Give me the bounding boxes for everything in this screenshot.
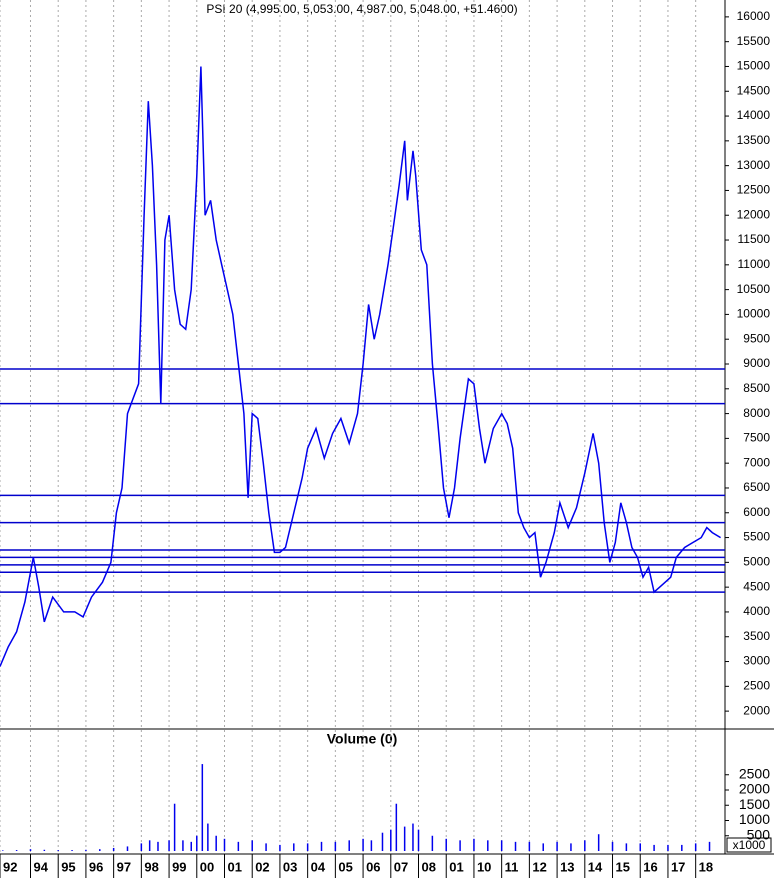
x-tick-label: 94 [33, 859, 48, 874]
y-tick-label: 13000 [737, 158, 771, 172]
x-tick-label: 17 [671, 859, 685, 874]
y-tick-label: 14000 [737, 108, 771, 122]
x-tick-label: 92 [3, 859, 17, 874]
y-tick-label: 9500 [743, 331, 770, 345]
x-tick-label: 07 [394, 859, 408, 874]
y-tick-label: 1500 [739, 796, 770, 812]
y-tick-label: 5500 [743, 530, 770, 544]
y-tick-label: 10500 [737, 282, 771, 296]
volume-title: Volume (0) [327, 731, 398, 747]
x-tick-label: 01 [227, 859, 241, 874]
y-tick-label: 4500 [743, 579, 770, 593]
x-tick-label: 96 [89, 859, 103, 874]
unit-box [726, 837, 772, 853]
y-tick-label: 11000 [738, 257, 771, 271]
y-tick-label: 2000 [743, 703, 770, 717]
x-tick-label: 14 [588, 859, 603, 874]
y-tick-label: 500 [747, 826, 771, 842]
y-tick-label: 6000 [743, 505, 770, 519]
x-tick-label: 12 [532, 859, 546, 874]
x-tick-label: 01 [449, 859, 463, 874]
x-tick-label: 18 [699, 859, 713, 874]
y-tick-label: 11500 [738, 232, 771, 246]
x-tick-label: 00 [200, 859, 214, 874]
y-tick-label: 6500 [743, 480, 770, 494]
y-tick-label: 14500 [737, 83, 771, 97]
y-tick-label: 2500 [739, 765, 770, 781]
y-tick-label: 2000 [739, 781, 770, 797]
y-tick-label: 10000 [737, 307, 771, 321]
x-tick-label: 03 [283, 859, 297, 874]
x-tick-label: 16 [643, 859, 657, 874]
y-tick-label: 15500 [737, 34, 771, 48]
y-tick-label: 13500 [737, 133, 771, 147]
y-tick-label: 7000 [743, 455, 770, 469]
x-tick-label: 08 [422, 859, 436, 874]
x-tick-label: 15 [616, 859, 630, 874]
x-tick-label: 99 [172, 859, 186, 874]
y-tick-label: 12500 [737, 183, 771, 197]
x-tick-label: 05 [338, 859, 352, 874]
y-tick-label: 5000 [743, 555, 770, 569]
y-tick-label: 8500 [743, 381, 770, 395]
x-tick-label: 10 [477, 859, 491, 874]
y-tick-label: 15000 [737, 59, 771, 73]
price-title: PSI 20 (4,995.00, 5,053.00, 4,987.00, 5,… [206, 2, 517, 16]
y-tick-label: 4000 [743, 604, 770, 618]
y-tick-label: 16000 [737, 9, 771, 23]
x-tick-label: 02 [255, 859, 269, 874]
unit-label: x1000 [733, 838, 766, 852]
y-tick-label: 3500 [743, 629, 770, 643]
x-tick-label: 98 [144, 859, 158, 874]
y-tick-label: 12000 [737, 207, 771, 221]
x-tick-label: 97 [117, 859, 131, 874]
x-tick-label: 06 [366, 859, 380, 874]
x-tick-label: 11 [505, 859, 519, 874]
x-tick-label: 04 [311, 859, 326, 874]
y-tick-label: 7500 [743, 431, 770, 445]
x-tick-label: 13 [560, 859, 574, 874]
y-tick-label: 1000 [739, 811, 770, 827]
x-tick-label: 95 [61, 859, 75, 874]
y-tick-label: 2500 [743, 679, 770, 693]
y-tick-label: 3000 [743, 654, 770, 668]
price-line [0, 66, 721, 667]
y-tick-label: 9000 [743, 356, 770, 370]
y-tick-label: 8000 [743, 406, 770, 420]
